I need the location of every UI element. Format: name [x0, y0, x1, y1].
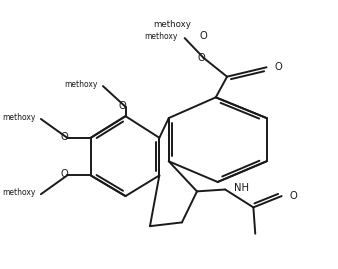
Text: methoxy: methoxy — [153, 20, 191, 30]
Text: O: O — [274, 62, 282, 72]
Text: O: O — [200, 31, 208, 41]
Text: NH: NH — [234, 183, 249, 193]
Text: O: O — [61, 169, 68, 179]
Text: methoxy: methoxy — [2, 113, 35, 122]
Text: O: O — [61, 132, 68, 142]
Text: methoxy: methoxy — [64, 80, 97, 89]
Text: methoxy: methoxy — [2, 188, 35, 197]
Text: O: O — [119, 101, 126, 111]
Text: O: O — [198, 53, 206, 63]
Text: methoxy: methoxy — [144, 32, 177, 41]
Text: O: O — [289, 191, 297, 201]
